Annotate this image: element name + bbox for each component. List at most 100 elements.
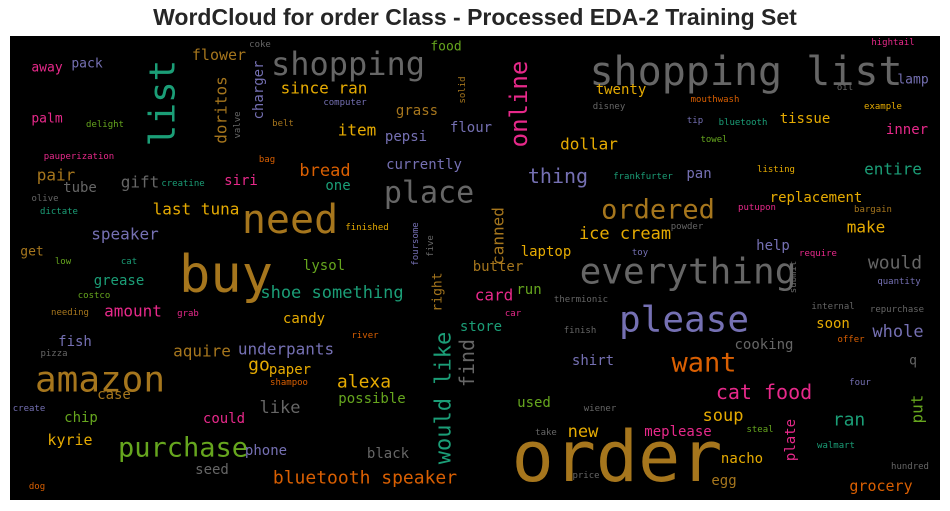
- word-four: four: [849, 378, 871, 388]
- word-valve: valve: [233, 111, 243, 138]
- word-laptop: laptop: [521, 244, 572, 260]
- word-oil: oil: [837, 83, 853, 93]
- word-replacement: replacement: [770, 190, 863, 206]
- word-dollar: dollar: [560, 135, 618, 154]
- word-last-tuna: last tuna: [153, 200, 240, 219]
- word-tissue: tissue: [780, 111, 831, 127]
- word-doritos: doritos: [212, 76, 231, 143]
- word-offer: offer: [837, 335, 865, 345]
- word-computer: computer: [323, 98, 367, 108]
- word-put: put: [908, 395, 927, 424]
- word-butter: butter: [473, 259, 524, 275]
- word-cat: cat: [121, 257, 137, 267]
- word-q: q: [909, 354, 917, 369]
- word-help: help: [756, 238, 790, 254]
- word-dog: dog: [29, 482, 45, 492]
- word-grease: grease: [94, 273, 145, 289]
- word-pauperization: pauperization: [44, 152, 114, 162]
- word-everything: everything: [580, 252, 797, 293]
- word-listing: listing: [757, 165, 795, 175]
- word-go: go: [248, 355, 270, 376]
- word-tube: tube: [63, 180, 97, 196]
- word-foursome: foursome: [411, 222, 421, 265]
- word-meplease: meplease: [644, 424, 711, 440]
- word-like: like: [260, 398, 301, 418]
- word-disney: disney: [593, 102, 626, 112]
- word-delight: delight: [86, 120, 124, 130]
- word-currently: currently: [386, 157, 462, 173]
- word-tip: tip: [687, 116, 703, 126]
- chart-title: WordCloud for order Class - Processed ED…: [153, 4, 797, 30]
- word-ice-cream: ice cream: [579, 224, 671, 244]
- word-fish: fish: [58, 334, 92, 350]
- word-needing: needing: [51, 308, 89, 318]
- word-amazon: amazon: [35, 360, 165, 401]
- word-olive: olive: [31, 194, 58, 204]
- word-soon: soon: [816, 316, 850, 332]
- word-buy: buy: [179, 245, 273, 305]
- word-nacho: nacho: [721, 451, 763, 467]
- word-price: price: [572, 471, 599, 481]
- word-shoe-something: shoe something: [260, 283, 403, 303]
- word-make: make: [847, 218, 886, 237]
- word-item: item: [338, 121, 377, 140]
- word-take: take: [535, 428, 557, 438]
- word-cat-food: cat food: [716, 380, 812, 404]
- word-example: example: [864, 102, 902, 112]
- word-steal: steal: [746, 425, 773, 435]
- word-could: could: [203, 411, 245, 427]
- word-paper: paper: [269, 362, 311, 378]
- word-need: need: [242, 197, 338, 243]
- word-twenty: twenty: [596, 82, 647, 98]
- word-pepsi: pepsi: [385, 129, 427, 145]
- word-run: run: [516, 282, 541, 298]
- word-require: require: [799, 249, 837, 259]
- word-food: food: [430, 40, 461, 55]
- word-plate: plate: [783, 419, 799, 461]
- word-pack: pack: [71, 57, 102, 72]
- word-entire: entire: [864, 160, 922, 179]
- word-aquire: aquire: [173, 342, 231, 361]
- word-toy: toy: [632, 248, 649, 258]
- word-wiener: wiener: [584, 404, 617, 414]
- word-walmart: walmart: [817, 441, 855, 451]
- word-whole: whole: [872, 322, 923, 342]
- word-find: find: [455, 339, 479, 387]
- word-speaker: speaker: [91, 225, 159, 244]
- word-seed: seed: [195, 462, 229, 478]
- word-store: store: [460, 319, 502, 335]
- word-list: list: [143, 60, 184, 147]
- word-shopping: shopping: [271, 45, 425, 83]
- word-submit: submit: [789, 261, 799, 294]
- word-card: card: [475, 286, 514, 305]
- word-internal: internal: [811, 302, 854, 312]
- word-pair: pair: [37, 166, 76, 185]
- word-cooking: cooking: [734, 337, 793, 353]
- word-grocery: grocery: [849, 477, 912, 495]
- word-solid: solid: [458, 76, 468, 103]
- word-shirt: shirt: [572, 353, 614, 369]
- word-hundred: hundred: [891, 462, 929, 472]
- word-place: place: [384, 176, 474, 211]
- word-finish: finish: [564, 326, 597, 336]
- word-thermionic: thermionic: [554, 295, 608, 305]
- word-mouthwash: mouthwash: [691, 95, 740, 105]
- word-finished: finished: [345, 223, 388, 233]
- word-phone: phone: [245, 443, 287, 459]
- word-gift: gift: [121, 173, 160, 192]
- word-purchase: purchase: [118, 433, 248, 464]
- word-quantity: quantity: [877, 277, 921, 287]
- word-chip: chip: [64, 410, 98, 426]
- word-order: order: [512, 416, 723, 498]
- word-right: right: [431, 272, 446, 311]
- wordcloud-svg: order buy shopping list need everything amazo…: [13, 38, 929, 498]
- word-lysol: lysol: [303, 258, 345, 274]
- word-kyrie: kyrie: [47, 431, 92, 449]
- word-thing: thing: [528, 164, 588, 188]
- word-bluetooth-speaker: bluetooth speaker: [273, 468, 457, 489]
- word-case: case: [97, 387, 131, 403]
- word-flower: flower: [192, 46, 246, 64]
- word-towel: towel: [700, 135, 727, 145]
- wordcloud-canvas: order buy shopping list need everything amazo…: [10, 36, 940, 500]
- word-grass: grass: [396, 103, 438, 119]
